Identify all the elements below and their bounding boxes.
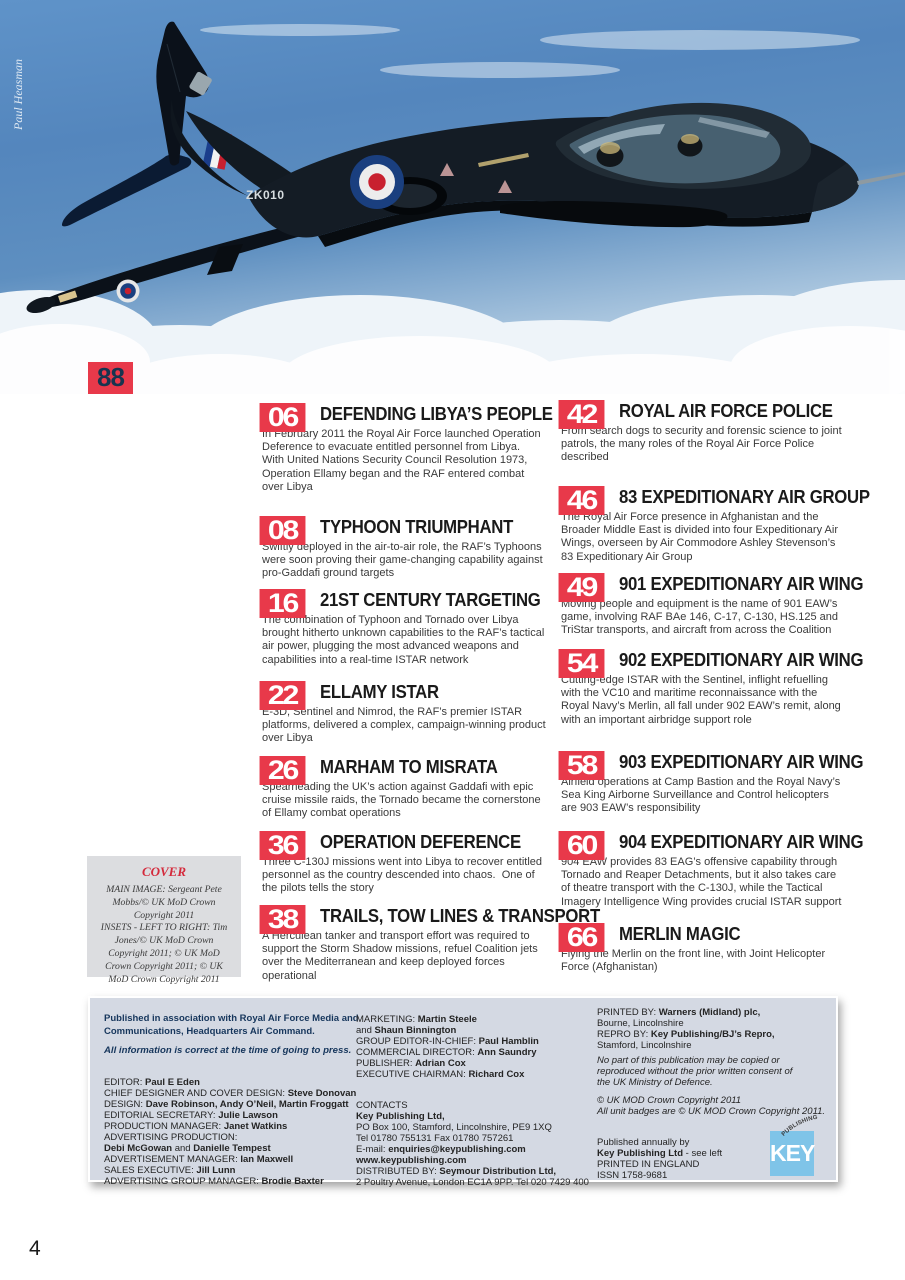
svg-text:PUBLISHING: PUBLISHING [781,1115,819,1138]
